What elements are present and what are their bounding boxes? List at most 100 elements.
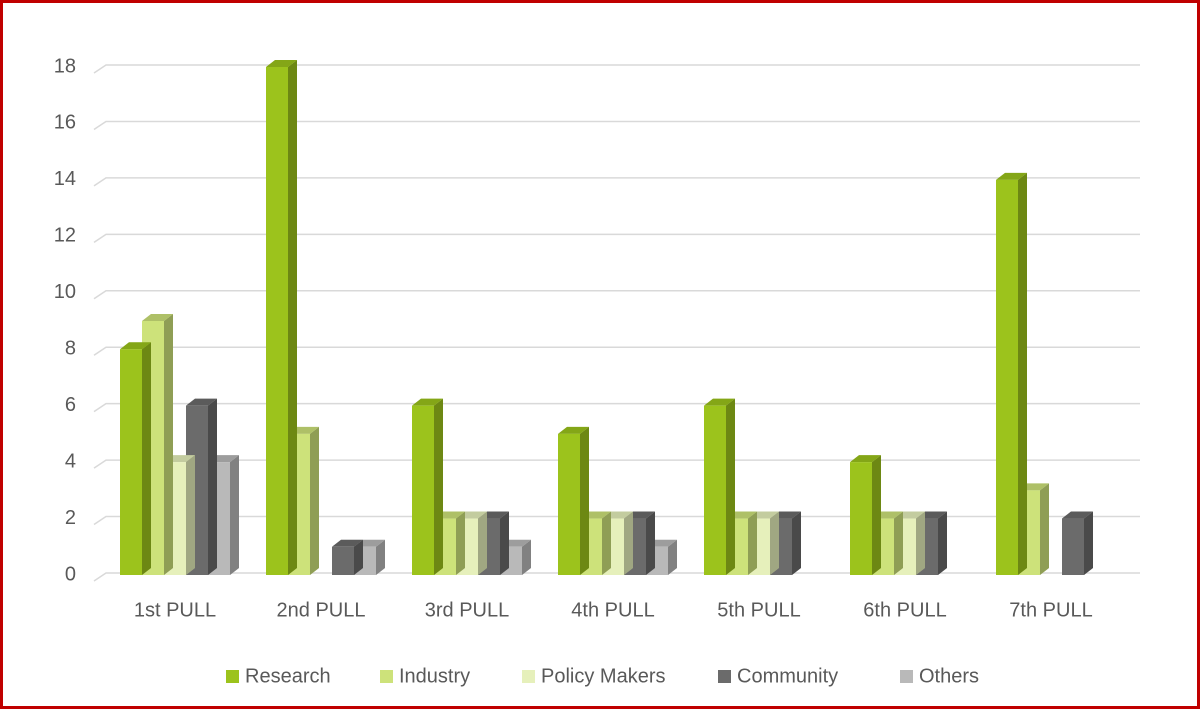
legend-label: Industry <box>399 665 470 687</box>
bar-side-shade <box>376 539 385 575</box>
bar <box>412 405 434 575</box>
bar <box>332 546 354 575</box>
bar-side <box>1084 511 1093 575</box>
bar-side-shade <box>894 511 903 575</box>
bar-side <box>142 342 151 575</box>
grid-line <box>93 459 1140 469</box>
bar-side-shade <box>456 511 465 575</box>
bar-side-shade <box>938 511 947 575</box>
bar-side <box>186 455 195 575</box>
bar-top <box>332 539 363 547</box>
grid-line <box>93 572 1140 582</box>
bar-group <box>1062 511 1093 575</box>
bar-side-shade <box>1084 511 1093 575</box>
bar-side <box>230 455 239 575</box>
bar-side <box>310 426 319 575</box>
y-tick-label: 18 <box>54 55 76 77</box>
bar-side-shade <box>354 539 363 575</box>
y-tick-label: 14 <box>54 168 76 190</box>
bar-group <box>412 398 443 575</box>
bar-side <box>456 511 465 575</box>
bar-side-shade <box>478 511 487 575</box>
bar-side <box>164 314 173 575</box>
legend-label: Research <box>245 665 331 687</box>
bar-side-shade <box>164 314 173 575</box>
y-tick-label: 6 <box>65 394 76 416</box>
bar-side-shade <box>310 426 319 575</box>
legend-label: Community <box>737 665 838 687</box>
y-tick-label: 8 <box>65 338 76 360</box>
bar-side <box>500 511 509 575</box>
legend-swatch <box>522 670 535 683</box>
bar-side <box>1040 483 1049 575</box>
bar-group <box>996 172 1027 575</box>
bar <box>996 179 1018 575</box>
x-tick-label: 2nd PULL <box>277 599 366 621</box>
bar-side <box>376 539 385 575</box>
bar-side <box>522 539 531 575</box>
grid-line <box>93 346 1140 356</box>
bar-side-shade <box>580 426 589 575</box>
bar-side-shade <box>770 511 779 575</box>
bar-side <box>478 511 487 575</box>
bar-top-shade <box>704 398 735 406</box>
x-tick-label: 1st PULL <box>134 599 216 621</box>
x-tick-label: 5th PULL <box>717 599 800 621</box>
bar-side <box>726 398 735 575</box>
legend-swatch <box>900 670 913 683</box>
bar-top-shade <box>266 60 297 67</box>
bar-side <box>646 511 655 575</box>
bar-side-shade <box>434 398 443 575</box>
bar-group <box>704 398 735 575</box>
bar-side-shade <box>230 455 239 575</box>
y-tick-label: 0 <box>65 563 76 585</box>
legend-swatch <box>718 670 731 683</box>
bar-side <box>288 60 297 575</box>
bar-top-shade <box>120 342 151 350</box>
bar-side-shade <box>624 511 633 575</box>
bar-top <box>412 398 443 406</box>
y-tick-label: 2 <box>65 507 76 529</box>
bar-top <box>142 314 173 321</box>
bar-side-shade <box>646 511 655 575</box>
bar-side <box>354 539 363 575</box>
bar-top <box>850 455 881 463</box>
bar <box>704 405 726 575</box>
bar-group <box>558 426 589 575</box>
bar-side <box>894 511 903 575</box>
bar-side-shade <box>602 511 611 575</box>
bar-top <box>996 172 1027 180</box>
bar-side <box>602 511 611 575</box>
bar <box>1062 518 1084 575</box>
bar-top-shade <box>332 539 363 547</box>
bar <box>558 433 580 575</box>
bar-group <box>332 539 363 575</box>
bar-side-shade <box>872 455 881 575</box>
bar-side-shade <box>500 511 509 575</box>
bar <box>266 67 288 575</box>
bar-side <box>748 511 757 575</box>
grid-line <box>93 120 1140 131</box>
bar-side-shade <box>142 342 151 575</box>
bar-top-shade <box>412 398 443 406</box>
bar-top <box>186 398 217 406</box>
bar-group <box>850 455 881 575</box>
y-tick-label: 10 <box>54 281 76 303</box>
bar-side-shade <box>522 539 531 575</box>
y-tick-label: 12 <box>54 225 76 247</box>
bar-top-shade <box>558 426 589 434</box>
bar-side <box>1018 172 1027 575</box>
grid-line <box>93 402 1140 413</box>
bar-top <box>266 60 297 67</box>
bar-side <box>916 511 925 575</box>
x-tick-label: 6th PULL <box>863 599 946 621</box>
bar-side-shade <box>208 398 217 575</box>
bar-side-shade <box>186 455 195 575</box>
bar-top <box>558 426 589 434</box>
bar-top-shade <box>996 172 1027 180</box>
bar-side-shade <box>1018 172 1027 575</box>
bar-top-shade <box>850 455 881 463</box>
bar-side-shade <box>916 511 925 575</box>
bar-side-shade <box>792 511 801 575</box>
